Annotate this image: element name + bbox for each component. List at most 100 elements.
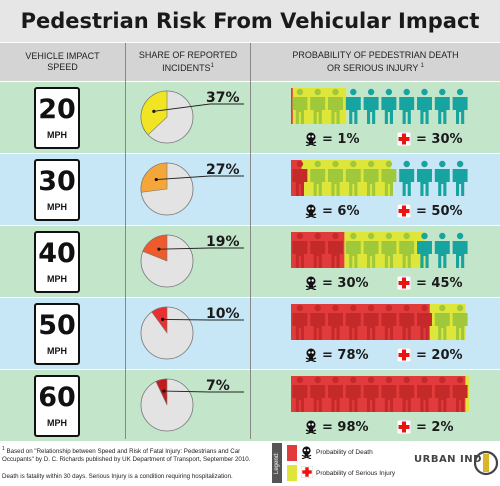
red-cross-icon [397, 420, 411, 434]
person-figure [381, 376, 397, 412]
legend-injury-label: Probability of Serious Injury [316, 470, 396, 477]
speed-unit: MPH [47, 202, 67, 212]
header-prob-sup: 1 [420, 63, 425, 69]
share-percent: 27% [206, 162, 240, 178]
person-figure [328, 304, 343, 340]
person-figure [363, 88, 379, 124]
person-figure [434, 232, 450, 268]
logo: URBAN IND [414, 444, 498, 482]
person-figure [381, 88, 397, 124]
header-share-label: SHARE OF REPORTED INCIDENTS [138, 50, 238, 73]
header-prob-label: PROBABILITY OF PEDESTRIAN DEATH OR SERIO… [292, 50, 459, 73]
person-figure [452, 376, 468, 412]
person-figure [452, 304, 468, 340]
person-figure [363, 160, 379, 196]
injury-probability: = 50% [416, 204, 463, 219]
people-bar [291, 376, 469, 412]
legend-death-swatch [287, 445, 297, 461]
person-figure [292, 88, 308, 124]
speed-sign: 40 MPH [34, 231, 80, 293]
person-figure [417, 160, 432, 196]
person-figure [417, 376, 432, 412]
pie-slice [151, 306, 168, 334]
person-figure [345, 88, 361, 124]
footnote-2: Death is fatality within 30 days. Seriou… [2, 473, 233, 480]
person-figure [310, 232, 326, 268]
share-pie [140, 162, 194, 216]
footnote-text: Based on "Relationship between Speed and… [2, 448, 251, 464]
share-pie [140, 234, 194, 288]
death-probability: = 1% [322, 132, 360, 147]
speed-unit: MPH [47, 346, 67, 356]
red-cross-icon [397, 204, 411, 218]
person-figure [434, 304, 450, 340]
person-figure [310, 376, 326, 412]
death-band [291, 88, 293, 124]
red-cross-icon [301, 466, 313, 478]
person-figure [292, 304, 308, 340]
person-figure [452, 160, 468, 196]
share-percent: 10% [206, 306, 240, 322]
person-figure [363, 232, 379, 268]
speed-value: 50 [38, 310, 76, 341]
header-probability: PROBABILITY OF PEDESTRIAN DEATH OR SERIO… [251, 43, 500, 81]
share-pie [140, 378, 194, 432]
person-figure [363, 304, 379, 340]
person-figure [292, 376, 308, 412]
skull-icon [305, 348, 317, 362]
skull-icon [305, 276, 317, 290]
header-speed-label: VEHICLE IMPACT SPEED [25, 51, 100, 72]
speed-sign: 60 MPH [34, 375, 80, 437]
column-divider [125, 43, 126, 439]
speed-value: 40 [38, 238, 76, 269]
speed-value: 20 [38, 94, 76, 125]
red-cross-icon [397, 276, 411, 290]
person-figure [328, 88, 343, 124]
person-figure [434, 160, 450, 196]
logo-mark-icon [474, 450, 498, 476]
injury-probability: = 45% [416, 276, 463, 291]
death-probability: = 78% [322, 348, 369, 363]
pie-leader-line [153, 103, 244, 112]
person-figure [292, 232, 308, 268]
person-figure [363, 376, 379, 412]
person-figure [381, 160, 397, 196]
person-figure [381, 304, 397, 340]
legend-injury-swatch [287, 465, 297, 481]
share-pie [140, 90, 194, 144]
person-figure [452, 88, 468, 124]
pie-leader-dot [160, 317, 165, 321]
pie-slice [155, 378, 168, 406]
speed-unit: MPH [47, 130, 67, 140]
person-figure [345, 160, 361, 196]
people-bar [291, 88, 468, 124]
page-title: Pedestrian Risk From Vehicular Impact [0, 0, 500, 42]
pie-leader-line [158, 247, 244, 250]
pie-leader-line [162, 318, 244, 321]
share-percent: 7% [206, 378, 230, 394]
speed-unit: MPH [47, 274, 67, 284]
person-figure [417, 88, 432, 124]
skull-icon [301, 446, 312, 459]
person-figure [399, 160, 415, 196]
person-figure [328, 376, 343, 412]
speed-sign: 30 MPH [34, 159, 80, 221]
person-figure [399, 88, 415, 124]
logo-text: URBAN IND [414, 454, 482, 465]
people-bar [291, 160, 468, 196]
person-figure [417, 232, 432, 268]
speed-sign: 50 MPH [34, 303, 80, 365]
injury-probability: = 2% [416, 420, 454, 435]
legend-tag: Legend: [272, 443, 282, 483]
pie-leader-line [163, 390, 244, 393]
person-figure [399, 304, 415, 340]
legend-death-label: Probability of Death [316, 449, 373, 456]
death-probability: = 98% [322, 420, 369, 435]
person-figure [399, 232, 415, 268]
person-figure [345, 376, 361, 412]
skull-icon [305, 204, 317, 218]
speed-sign: 20 MPH [34, 87, 80, 149]
person-figure [417, 304, 432, 340]
people-bar [291, 304, 468, 340]
pie-leader-dot [154, 177, 158, 182]
